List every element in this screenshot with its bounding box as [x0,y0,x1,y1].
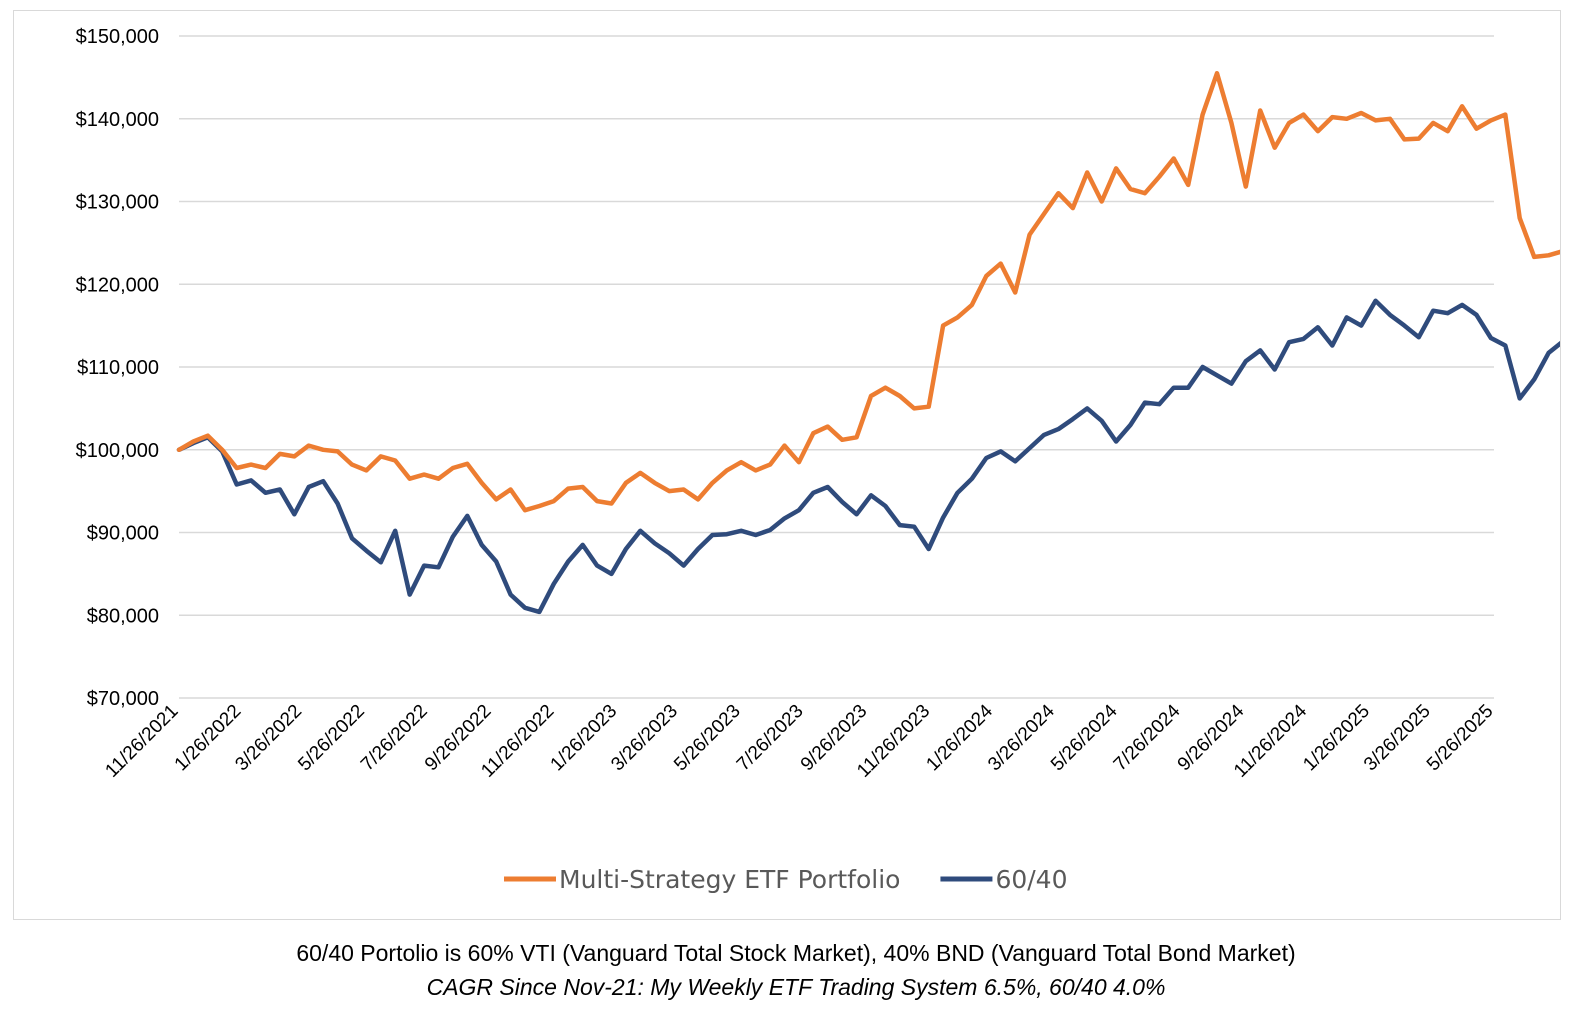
x-tick-label: 5/26/2025 [1423,701,1498,776]
y-tick-label: $150,000 [76,26,159,48]
y-tick-label: $70,000 [87,688,159,710]
y-tick-label: $90,000 [87,523,159,545]
y-tick-label: $130,000 [76,192,159,214]
x-tick-label: 5/26/2022 [294,701,369,776]
x-tick-label: 5/26/2023 [670,701,745,776]
caption-composition-note: 60/40 Portolio is 60% VTI (Vanguard Tota… [296,940,1296,966]
x-tick-label: 5/26/2024 [1047,700,1122,775]
x-axis-ticks: 11/26/20211/26/20223/26/20225/26/20227/2… [101,700,1497,781]
caption-cagr-note: CAGR Since Nov-21: My Weekly ETF Trading… [426,974,1166,1000]
x-tick-label: 3/26/2024 [984,700,1059,775]
x-tick-label: 3/26/2023 [607,701,682,776]
legend: Multi-Strategy ETF Portfolio 60/40 [504,865,1067,894]
y-tick-label: $110,000 [77,357,159,379]
x-tick-label: 7/26/2023 [733,701,808,776]
gridlines [179,35,1494,699]
legend-label: Multi-Strategy ETF Portfolio [559,865,900,894]
series-lines [176,70,1560,615]
x-tick-label: 11/26/2021 [101,701,182,782]
x-tick-label: 3/26/2022 [231,701,306,776]
y-tick-label: $100,000 [76,440,159,462]
y-tick-label: $80,000 [87,605,159,627]
x-tick-label: 7/26/2024 [1110,700,1185,775]
series-line [176,298,1560,615]
y-axis-ticks: $70,000 $80,000 $90,000 $100,000 $110,000 $12… [76,26,159,710]
line-chart: $70,000 $80,000 $90,000 $100,000 $110,000 $12… [76,26,1560,894]
series-line [176,70,1560,513]
y-tick-label: $140,000 [76,109,159,131]
x-tick-label: 1/26/2024 [922,700,997,775]
legend-label: 60/40 [995,865,1067,894]
x-tick-label: 7/26/2022 [357,701,432,776]
x-tick-label: 3/26/2025 [1360,701,1435,776]
y-tick-label: $120,000 [76,274,159,296]
chart-area: $70,000 $80,000 $90,000 $100,000 $110,000 $12… [13,10,1561,920]
